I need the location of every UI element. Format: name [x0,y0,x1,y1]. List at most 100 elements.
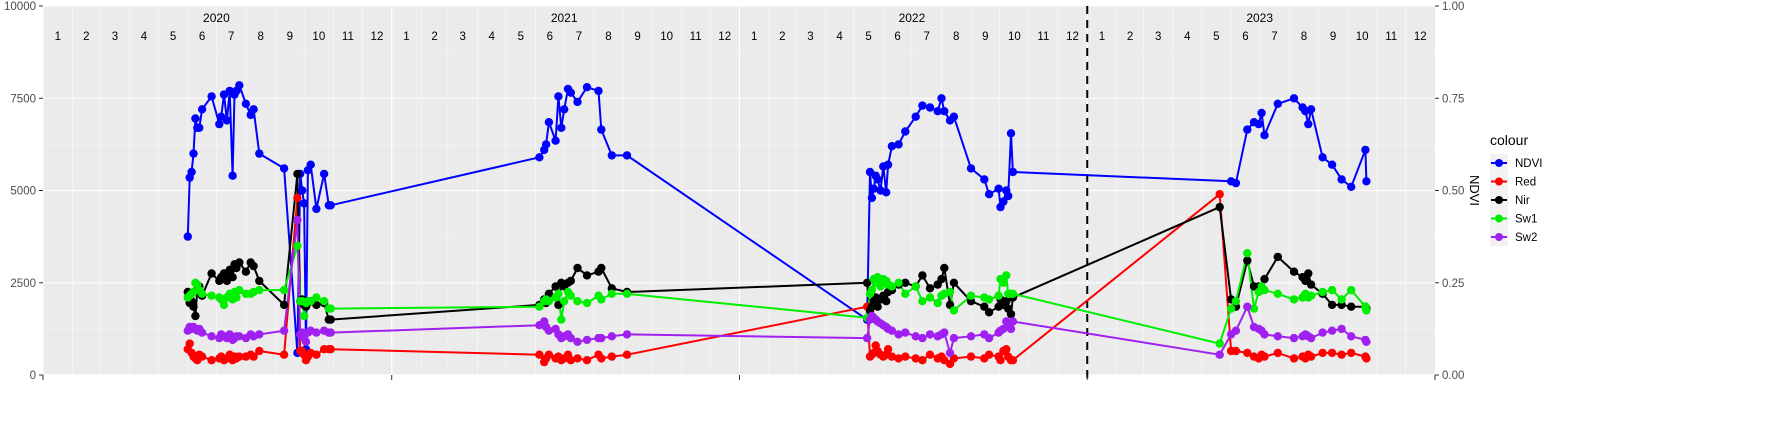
data-point-sw1 [1243,249,1252,258]
data-point-ndvi [597,125,606,134]
data-point-ndvi [984,190,994,199]
data-point-sw1 [535,302,544,311]
data-point-nir [573,263,582,273]
data-point-ndvi [949,112,959,121]
data-point-ndvi [197,105,207,114]
data-point-red [1215,190,1224,199]
data-point-nir [873,302,882,311]
data-point-ndvi [869,184,878,193]
legend-label-ndvi: NDVI [1515,158,1542,170]
legend-point-sw2 [1495,233,1503,241]
legend-label-sw2: Sw2 [1515,232,1537,244]
data-point-ndvi [1254,119,1263,129]
data-point-ndvi [299,199,309,208]
data-point-ndvi [319,169,329,179]
month-label: 9 [634,31,640,43]
month-label: 3 [1155,31,1161,43]
month-label: 7 [576,31,582,43]
month-label: 5 [518,31,524,43]
month-label: 12 [1414,31,1427,43]
axes [42,375,1436,380]
data-point-sw1 [232,293,241,302]
data-point-sw1 [312,293,321,302]
data-point-ndvi [1318,153,1327,162]
grid-major [42,5,1435,376]
data-point-nir [228,273,237,282]
data-point-ndvi [1273,99,1283,109]
month-label: 8 [258,31,264,43]
data-point-sw1 [1008,289,1018,298]
data-point-ndvi [607,151,616,160]
data-point-sw1 [622,289,632,298]
data-point-sw1 [1273,289,1283,298]
data-point-sw2 [597,333,606,343]
data-point-sw1 [901,289,910,298]
data-point-ndvi [887,142,897,151]
data-point-red [279,350,289,359]
data-point-red [235,352,244,361]
data-point-sw1 [925,293,935,302]
data-point-ndvi [191,114,200,123]
data-point-sw2 [925,330,935,339]
month-label: 11 [1037,31,1049,43]
data-point-sw2 [984,333,994,343]
month-label: 12 [1066,31,1079,43]
month-label: 11 [342,31,354,43]
data-point-sw1 [197,289,207,298]
month-label: 7 [228,31,234,43]
data-point-sw2 [622,330,632,339]
month-label: 5 [170,31,176,43]
data-point-ndvi [940,107,949,116]
data-point-ndvi [554,92,563,101]
data-point-sw2 [1006,324,1016,334]
legend-label-red: Red [1515,177,1536,189]
month-label: 7 [1271,31,1277,43]
data-point-red [996,356,1005,365]
data-point-ndvi [937,94,946,103]
data-point-ndvi [207,92,216,101]
data-point-sw2 [582,335,592,345]
data-point-red [1243,348,1252,358]
data-point-ndvi [189,149,198,158]
data-point-ndvi [215,119,224,129]
data-point-sw2 [301,337,311,346]
data-point-sw2 [544,326,554,335]
month-label: 2 [1127,31,1133,43]
data-point-sw2 [235,332,244,341]
data-point-red [887,352,897,361]
data-point-sw1 [918,297,927,306]
data-point-sw1 [999,278,1008,287]
data-point-sw1 [1306,291,1316,300]
data-point-ndvi [541,140,551,149]
month-label: 5 [865,31,871,43]
data-point-nir [940,263,949,273]
data-point-sw1 [219,300,229,310]
data-point-ndvi [867,193,877,203]
y-tick-label: 0 [30,370,36,382]
data-point-red [326,345,335,354]
data-point-red [607,352,616,361]
data-point-red [911,354,920,363]
data-point-sw1 [1337,295,1346,304]
data-point-red [1362,354,1371,363]
y2-tick-label: 0.00 [1442,370,1464,382]
data-point-ndvi [566,88,575,97]
data-point-sw2 [293,215,302,225]
y-tick-label: 10000 [4,1,36,13]
data-point-sw2 [1243,302,1252,311]
y2-tick-label: 0.50 [1442,186,1464,198]
month-label: 4 [489,31,496,43]
data-point-sw2 [312,328,321,337]
data-point-ndvi [306,160,315,169]
data-point-ndvi [551,136,560,145]
data-point-nir [1289,267,1299,276]
data-point-sw1 [945,287,955,297]
data-point-sw1 [557,315,566,324]
data-point-sw1 [911,282,920,291]
month-label: 3 [459,31,465,43]
month-label: 7 [923,31,929,43]
data-point-ndvi [925,103,935,112]
month-label: 9 [1330,31,1336,43]
